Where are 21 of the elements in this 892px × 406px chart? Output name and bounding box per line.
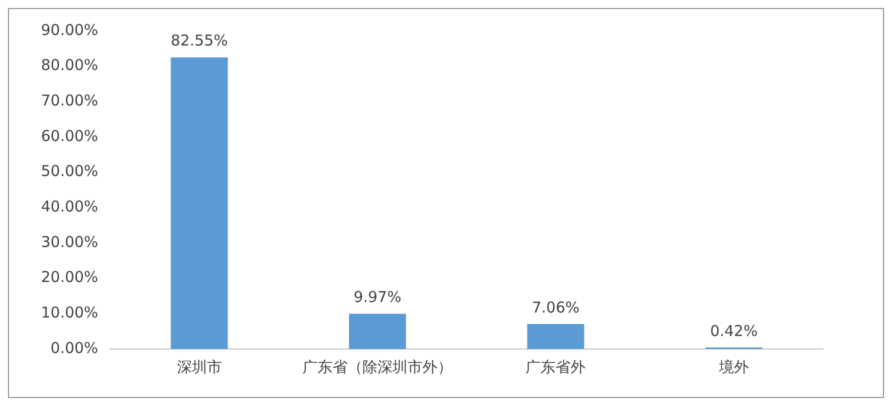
y-tick-label: 70.00%	[40, 92, 98, 110]
data-label: 9.97%	[354, 288, 402, 306]
x-tick-label: 深圳市	[176, 358, 222, 376]
y-tick-label: 30.00%	[40, 232, 98, 251]
bar	[348, 314, 406, 349]
bar	[170, 57, 228, 349]
y-tick-label: 0.00%	[50, 338, 98, 357]
x-tick-label: 广东省（除深圳市外）	[302, 358, 452, 376]
y-tick-label: 50.00%	[40, 162, 98, 180]
y-tick-label: 10.00%	[40, 304, 98, 322]
y-tick-label: 20.00%	[40, 268, 98, 286]
x-tick-label: 境外	[718, 358, 749, 376]
y-tick-label: 40.00%	[40, 198, 98, 216]
y-tick-label: 90.00%	[40, 20, 98, 39]
y-tick-label: 60.00%	[40, 126, 98, 145]
x-tick-label: 广东省外	[526, 358, 586, 376]
data-label: 7.06%	[532, 298, 580, 316]
data-label: 0.42%	[710, 322, 758, 340]
y-tick-label: 80.00%	[40, 56, 98, 74]
data-label: 82.55%	[170, 32, 228, 50]
bar	[527, 324, 584, 349]
